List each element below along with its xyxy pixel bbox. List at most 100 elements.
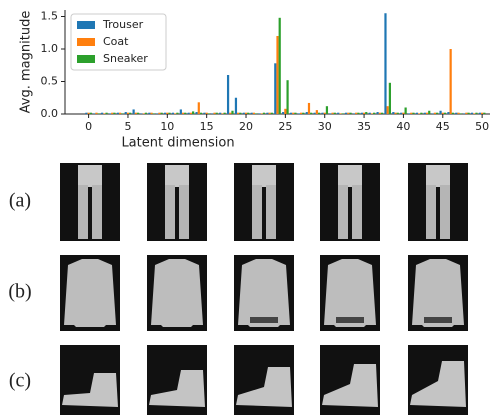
bar — [305, 112, 308, 114]
bar — [481, 112, 484, 114]
bar — [315, 110, 318, 114]
bar — [213, 112, 216, 114]
bar — [294, 112, 297, 114]
x-tick-label: 20 — [239, 120, 253, 133]
x-axis-label: Latent dimension — [121, 136, 234, 151]
bar — [483, 112, 486, 114]
bar — [132, 109, 135, 114]
bar — [418, 113, 421, 114]
bar — [113, 112, 116, 114]
bar — [412, 112, 415, 114]
bar — [388, 82, 391, 114]
bar — [140, 113, 143, 114]
y-tick-label: 1.5 — [41, 10, 59, 23]
bar — [258, 113, 261, 114]
reconstruction-image — [147, 163, 207, 241]
reconstruction-image — [320, 163, 380, 241]
bar — [396, 112, 399, 114]
bar — [302, 112, 305, 114]
bar — [425, 112, 429, 114]
bar — [148, 112, 151, 114]
reconstruction-image — [408, 345, 468, 415]
bar — [134, 112, 137, 114]
bar — [333, 112, 336, 114]
bar — [355, 112, 358, 114]
bar — [360, 112, 363, 114]
bar — [407, 113, 411, 114]
bar — [150, 112, 153, 114]
bar — [365, 112, 368, 114]
bar — [278, 17, 281, 114]
x-tick-label: 0 — [85, 120, 92, 133]
coat-shape — [151, 259, 203, 327]
bar — [207, 113, 210, 114]
bar — [215, 112, 218, 114]
bar — [325, 106, 329, 114]
bar — [266, 112, 269, 114]
bar — [260, 113, 263, 114]
reconstruction-image — [320, 345, 380, 415]
bar — [176, 112, 179, 114]
trouser-waist — [252, 165, 276, 187]
legend-swatch — [77, 21, 95, 29]
bar — [439, 110, 442, 114]
bar — [142, 113, 145, 114]
bar — [158, 112, 161, 114]
bar — [116, 112, 119, 114]
bar — [386, 106, 389, 114]
coat-hem — [424, 317, 452, 323]
trouser-leg — [78, 185, 88, 239]
bar — [337, 112, 340, 114]
reconstruction-image — [234, 255, 294, 331]
bar — [152, 113, 155, 114]
bar — [89, 112, 92, 114]
reconstruction-image — [408, 163, 468, 241]
bar — [195, 112, 198, 114]
reconstruction-image — [234, 163, 294, 241]
trouser-waist — [426, 165, 450, 187]
bar — [478, 112, 482, 114]
row-label: (a) — [9, 190, 31, 212]
row-label: (c) — [9, 370, 31, 392]
bar — [221, 113, 224, 114]
coat-hem — [250, 317, 278, 323]
bar — [124, 112, 127, 114]
bar — [203, 112, 206, 114]
trouser-leg — [440, 185, 450, 239]
bar — [231, 110, 234, 114]
coat-shape — [412, 259, 464, 327]
bar — [297, 113, 301, 114]
bar — [352, 113, 356, 114]
bar — [380, 112, 384, 114]
bar — [428, 110, 431, 114]
bar — [292, 112, 295, 114]
bar — [394, 112, 397, 114]
bar — [111, 112, 114, 114]
bar — [226, 75, 230, 114]
sneaker-shape — [149, 370, 205, 407]
bar — [378, 112, 381, 114]
bar — [449, 49, 452, 114]
bar — [247, 112, 250, 114]
bar — [373, 112, 376, 114]
x-tick-label: 15 — [200, 120, 214, 133]
coat-shape — [238, 259, 290, 327]
y-axis-label: Avg. magnitude — [19, 11, 34, 114]
bar — [234, 97, 238, 114]
bar — [457, 112, 460, 114]
bar — [347, 112, 350, 114]
x-tick-label: 40 — [396, 120, 410, 133]
bar — [282, 112, 285, 114]
bar — [404, 107, 407, 114]
x-tick-label: 35 — [357, 120, 371, 133]
bar — [179, 109, 182, 114]
bar — [349, 112, 352, 114]
bar — [93, 113, 96, 114]
bar — [384, 13, 387, 114]
trouser-waist — [165, 165, 189, 187]
x-tick-label: 5 — [124, 120, 131, 133]
legend-label: Trouser — [102, 18, 144, 31]
bar — [465, 112, 468, 114]
x-tick-label: 50 — [475, 120, 489, 133]
